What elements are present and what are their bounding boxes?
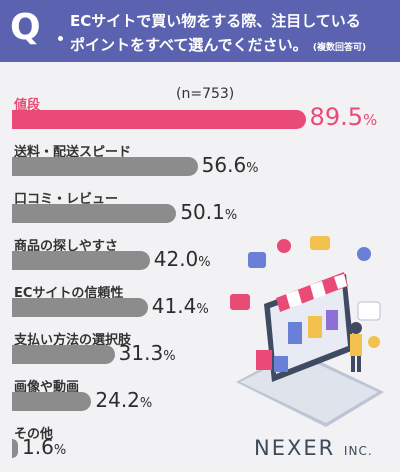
online-shopping-illustration	[230, 236, 384, 427]
category-label: 商品の探しやすさ	[14, 239, 118, 254]
floating-dot-shape	[368, 336, 380, 348]
value-label: 1.6%	[22, 437, 66, 457]
bar-6	[12, 392, 92, 411]
value-unit: %	[362, 111, 378, 129]
category-label: その他	[14, 427, 54, 442]
floating-dot-shape	[357, 247, 371, 261]
q-dot	[58, 36, 63, 41]
category-label: 値段	[14, 98, 41, 113]
shelf-item-shape	[326, 310, 338, 330]
floating-heart-shape	[277, 239, 291, 253]
question-line-2-text: ポイントをすべて選んでください。	[70, 36, 308, 54]
value-unit: %	[163, 349, 176, 364]
floating-card-shape	[357, 301, 381, 321]
bar-0	[12, 110, 306, 129]
value-label: 31.3%	[119, 343, 176, 363]
value-label: 50.1%	[180, 202, 237, 222]
bar-7	[12, 439, 18, 458]
shopping-bag-shape	[274, 356, 288, 372]
person-head-shape	[350, 322, 362, 334]
category-label: 送料・配送スピード	[14, 145, 132, 160]
sample-size-label: (n=753)	[176, 86, 235, 102]
floating-card-shape	[248, 252, 266, 268]
floating-card-shape	[230, 294, 250, 310]
value-number: 1.6	[22, 435, 54, 459]
person-body-shape	[350, 334, 362, 356]
value-unit: %	[53, 443, 67, 458]
question-note: (複数回答可)	[312, 43, 367, 53]
question-line-1: ECサイトで買い物をする際、注目している	[70, 12, 361, 30]
category-label: 支払い方法の選択肢	[14, 333, 132, 348]
value-unit: %	[196, 302, 209, 317]
value-label: 89.5%	[310, 105, 378, 129]
shelf-item-shape	[288, 322, 302, 344]
value-unit: %	[224, 208, 238, 223]
q-mark: Q	[10, 7, 41, 48]
shelf-item-shape	[308, 316, 322, 338]
category-label: ECサイトの信頼性	[14, 286, 124, 301]
value-label: 24.2%	[95, 390, 152, 410]
value-label: 42.0%	[154, 249, 211, 269]
value-unit: %	[139, 396, 153, 411]
value-number: 89.5	[309, 103, 363, 131]
category-label: 口コミ・レビュー	[14, 192, 119, 207]
value-unit: %	[246, 161, 259, 176]
value-number: 41.4	[151, 294, 197, 318]
nexer-logo: NEXER INC.	[254, 436, 373, 460]
logo-sub: INC.	[343, 444, 373, 458]
question-header: Q ECサイトで買い物をする際、注目している ポイントをすべて選んでください。 …	[0, 0, 400, 62]
value-number: 24.2	[95, 388, 140, 412]
shopping-bag-shape	[256, 350, 272, 370]
value-number: 50.1	[180, 200, 225, 224]
value-number: 56.6	[201, 153, 247, 177]
question-line-2: ポイントをすべて選んでください。 (複数回答可)	[70, 34, 366, 55]
bar-4	[12, 298, 148, 317]
category-label: 画像や動画	[14, 380, 80, 395]
value-number: 31.3	[118, 341, 164, 365]
value-label: 41.4%	[152, 296, 209, 316]
bar-1	[12, 157, 198, 176]
floating-card-shape	[310, 236, 330, 250]
value-unit: %	[198, 255, 211, 270]
bar-3	[12, 251, 150, 270]
value-number: 42.0	[153, 247, 199, 271]
bar-5	[12, 345, 115, 364]
value-label: 56.6%	[202, 155, 259, 175]
logo-main: NEXER	[254, 436, 336, 460]
bar-2	[12, 204, 177, 223]
